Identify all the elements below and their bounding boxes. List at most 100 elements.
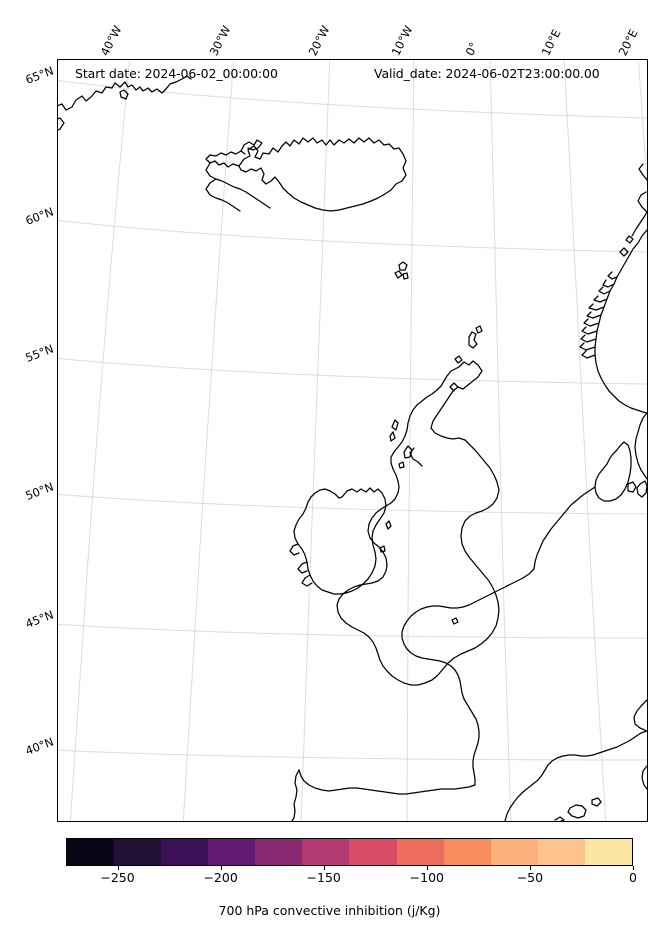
coastline-greenland-south <box>58 117 65 131</box>
colorbar-swatch <box>490 839 538 865</box>
coastline-scotland-firths <box>449 382 459 392</box>
colorbar-tick-label: −100 <box>409 870 444 885</box>
coastline-greenland <box>58 75 192 111</box>
coastline-ireland-west-bays <box>289 543 300 556</box>
colorbar-tick-mark <box>426 866 428 870</box>
coastline-anglesey <box>379 545 386 553</box>
colorbar-swatch <box>114 839 162 865</box>
coastline-norway-fjords <box>607 271 618 280</box>
coastline-ireland-sw2 <box>301 574 313 587</box>
colorbar-swatch <box>443 839 491 865</box>
map-axes[interactable] <box>57 59 648 822</box>
coastline-shetland <box>468 331 478 349</box>
colorbar-tick-label: −250 <box>100 870 135 885</box>
colorbar-tick-mark <box>323 866 325 870</box>
coastline-greenland-inlet <box>119 89 129 100</box>
latitude-tick-label: 40°N <box>23 734 56 758</box>
coastline-shetland-2 <box>475 325 483 334</box>
coastline-norway-fjord8 <box>581 326 598 335</box>
coastline-norway-fjord4 <box>593 295 608 303</box>
coastline-iceland-westfjords <box>205 150 246 168</box>
colorbar-tick-label: −50 <box>516 870 544 885</box>
coastlines <box>58 75 647 821</box>
colorbar-tick-mark <box>633 866 634 870</box>
colorbar-swatch <box>208 839 256 865</box>
colorbar-tick-label: −150 <box>306 870 341 885</box>
colorbar-swatch <box>349 839 397 865</box>
coastline-denmark-zealand <box>636 480 647 498</box>
graticule-gridlines <box>58 60 647 821</box>
coastline-outer-hebrides-2 <box>389 431 396 442</box>
coastline-med-france-spain <box>504 730 647 821</box>
coastline-iceland-sw <box>205 162 271 209</box>
latitude-tick-label: 65°N <box>23 63 56 87</box>
coastline-faroe-3 <box>402 272 409 280</box>
longitude-tick-label: 0° <box>462 39 481 58</box>
colorbar-swatch <box>537 839 585 865</box>
colorbar[interactable] <box>66 838 634 870</box>
colorbar-tick-mark <box>117 866 119 870</box>
latitude-tick-label: 60°N <box>23 204 56 228</box>
map-canvas <box>58 60 647 821</box>
coastline-skye <box>403 445 413 459</box>
coastline-corsica <box>641 765 647 790</box>
longitude-tick-label: 20°W <box>305 23 333 59</box>
longitude-tick-label: 10°E <box>538 27 564 58</box>
coastline-norway-fjord11 <box>581 350 596 359</box>
coastline-orkney <box>454 355 463 364</box>
coastline-portugal <box>291 769 300 821</box>
coastline-outer-hebrides <box>391 419 399 431</box>
coastline-denmark-jutland <box>594 441 632 502</box>
colorbar-swatch <box>67 839 115 865</box>
coastline-med-riviera <box>633 699 647 732</box>
longitude-tick-label: 10°W <box>388 23 416 59</box>
coastline-menorca <box>591 797 602 807</box>
coastline-denmark-funen <box>627 481 637 493</box>
coastline-norway-fjord7 <box>583 318 600 327</box>
latitude-tick-label: 55°N <box>23 341 56 365</box>
coastline-france-north <box>401 568 535 786</box>
colorbar-swatch <box>396 839 444 865</box>
latitude-tick-label: 50°N <box>23 479 56 503</box>
start-date-label: Start date: 2024-06-02_00:00:00 <box>75 66 278 81</box>
latitude-tick-label: 45°N <box>23 607 56 631</box>
colorbar-title: 700 hPa convective inhibition (j/Kg) <box>218 903 441 918</box>
longitude-tick-label: 20°E <box>615 27 641 58</box>
colorbar-tick-labels: −250 −200 −150 −100 −50 0 <box>0 870 637 886</box>
coastline-ibiza <box>554 816 565 821</box>
coastline-scotland-west <box>409 447 423 467</box>
coastline-iceland-nw-peninsula <box>240 139 263 152</box>
colorbar-tick-label: −200 <box>203 870 238 885</box>
coastline-norway-fjord9 <box>580 334 597 343</box>
valid-date-label: Valid_date: 2024-06-02T23:00:00.00 <box>374 66 600 81</box>
coastline-isle-of-man <box>385 520 392 530</box>
colorbar-swatch <box>302 839 350 865</box>
coastline-norway-nw-islands <box>619 247 629 257</box>
coastline-norway-fjord3 <box>598 286 611 295</box>
colorbar-swatches <box>66 838 633 866</box>
colorbar-swatch <box>161 839 209 865</box>
longitude-tick-label: 40°W <box>97 23 125 59</box>
coastline-sweden-west <box>634 412 647 480</box>
coastline-ireland <box>293 487 387 595</box>
coastline-spain-biscay <box>298 769 476 795</box>
coastline-norway-north <box>637 163 647 213</box>
coastline-iceland-reykjanes <box>205 178 241 212</box>
coastline-norway-nw-islands2 <box>625 235 634 244</box>
colorbar-swatch <box>584 839 632 865</box>
coastline-norway-fjord10 <box>579 342 596 351</box>
longitude-tick-label: 30°W <box>206 23 234 59</box>
coastline-norway-fjord2 <box>602 279 615 288</box>
coastline-faroe-2 <box>394 270 403 279</box>
coastline-mallorca <box>567 804 587 819</box>
colorbar-tick-label: 0 <box>629 870 637 885</box>
coastline-iceland <box>238 137 407 212</box>
coastline-channel-islands <box>451 617 459 625</box>
coastline-nw-europe <box>533 486 596 570</box>
coastline-norway-fjord6 <box>586 311 602 319</box>
coastline-norway-fjord5 <box>588 303 605 311</box>
colorbar-swatch <box>255 839 303 865</box>
coastline-hebrides-small <box>398 461 405 469</box>
coastline-faroe <box>398 261 408 271</box>
